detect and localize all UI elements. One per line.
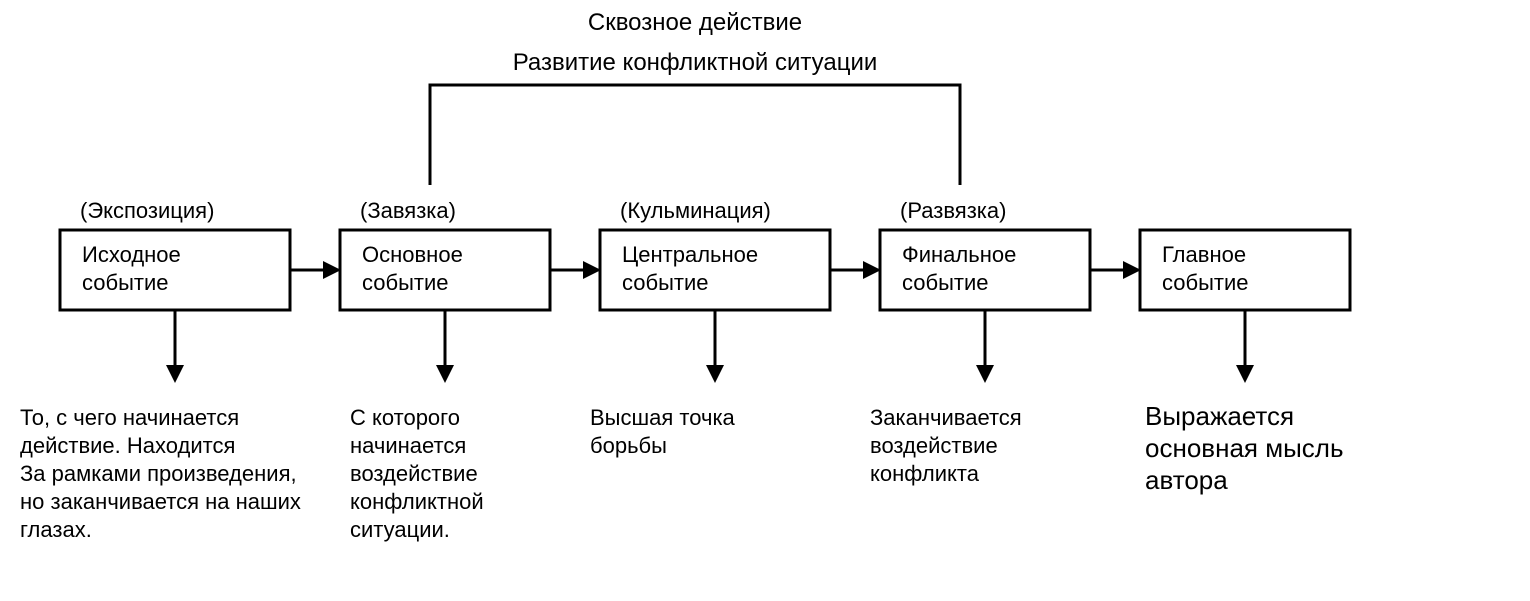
node-desc-line: воздействие [870,433,998,458]
node-desc-line: автора [1145,465,1228,495]
node-title-line1: Основное [362,242,463,267]
node-subtitle: (Кульминация) [620,198,771,223]
node-title-line2: событие [1162,270,1249,295]
node-n4: (Развязка) Финальное событие Заканчивается в… [870,198,1090,486]
node-title-line2: событие [362,270,449,295]
node-desc-line: То, с чего начинается [20,405,239,430]
node-subtitle: (Развязка) [900,198,1006,223]
node-desc-line: основная мысль [1145,433,1344,463]
node-n3: (Кульминация) Центральное событие Высшая то… [590,198,830,458]
node-desc-line: но заканчивается на наших [20,489,301,514]
node-desc-line: воздействие [350,461,478,486]
node-desc-line: борьбы [590,433,667,458]
node-desc-line: глазах. [20,517,92,542]
node-desc-line: С которого [350,405,460,430]
node-title-line2: событие [902,270,989,295]
node-n5: Главное событие Выражаетсяосновная мысльав… [1140,230,1350,495]
node-subtitle: (Экспозиция) [80,198,214,223]
node-n2: (Завязка) Основное событие С которого начина… [340,198,550,542]
node-title-line1: Финальное [902,242,1016,267]
node-subtitle: (Завязка) [360,198,456,223]
node-desc-line: Выражается [1145,401,1294,431]
node-title-line1: Исходное [82,242,181,267]
node-title-line1: Центральное [622,242,758,267]
bracket-label: Развитие конфликтной ситуации [513,49,878,76]
bracket [430,85,960,185]
node-desc-line: конфликтной [350,489,484,514]
node-title-line2: событие [622,270,709,295]
node-title-line2: событие [82,270,169,295]
node-desc-line: Высшая точка [590,405,736,430]
top-label: Сквозное действие [588,9,802,36]
node-desc-line: За рамками произведения, [20,461,297,486]
node-desc-line: начинается [350,433,466,458]
node-desc-line: действие. Находится [20,433,235,458]
node-title-line1: Главное [1162,242,1246,267]
node-n1: (Экспозиция) Исходное событие То, с чего на… [20,198,301,542]
node-desc-line: ситуации. [350,517,450,542]
node-desc-line: Заканчивается [870,405,1022,430]
node-desc-line: конфликта [870,461,980,486]
